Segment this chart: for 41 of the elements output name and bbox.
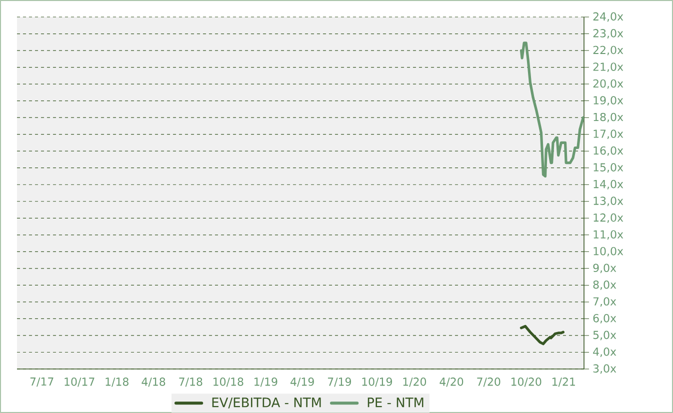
y-tick-label: 23,0x [593,29,624,38]
y-tick-label: 8,0x [593,280,616,290]
x-tick-label: 1/20 [403,378,426,387]
x-tick-label: 10/20 [511,378,542,387]
y-tick-label: 6,0x [593,314,616,324]
y-tick-label: 13,0x [594,196,624,206]
y-tick-label: 14,0x [594,180,624,190]
y-tick-label: 9,0x [593,264,616,274]
y-tick-label: 19,0x [594,96,624,106]
x-tick-label: 7/19 [328,378,352,387]
y-tick-label: 15,0x [594,163,624,173]
y-tick-label: 12,0x [594,213,624,223]
x-tick-label: 7/18 [179,378,202,387]
line-series [520,42,584,178]
x-tick-label: 4/20 [440,378,464,387]
y-tick-label: 24,0x [593,12,624,22]
x-tick-label: 4/19 [290,378,314,387]
legend-label: EV/EBITDA - NTM [212,398,321,408]
x-tick-label: 10/19 [362,378,392,387]
y-tick-label: 5,0x [593,330,616,340]
y-tick-label: 3,0x [593,364,616,374]
y-tick-label: 18,0x [594,112,624,122]
x-tick-label: 10/17 [64,378,94,387]
y-tick-label: 16,0x [594,146,624,156]
line-series [520,324,565,346]
x-tick-label: 10/18 [214,378,244,387]
legend-label: PE - NTM [368,398,424,408]
y-tick-label: 7,0x [593,297,616,307]
y-tick-label: 22,0x [593,46,624,56]
x-tick-label: 1/21 [552,378,575,387]
x-tick-label: 7/20 [477,378,500,387]
x-tick-label: 7/17 [30,378,54,387]
y-tick-label: 17,0x [594,130,624,140]
x-tick-label: 4/18 [142,378,166,387]
y-tick-label: 10,0x [594,246,624,256]
y-tick-label: 11,0x [594,230,624,240]
y-tick-label: 21,0x [593,62,624,72]
x-tick-label: 1/19 [254,378,278,387]
y-tick-label: 20,0x [593,79,624,89]
y-tick-label: 4,0x [593,348,616,357]
x-tick-label: 1/18 [106,378,128,387]
